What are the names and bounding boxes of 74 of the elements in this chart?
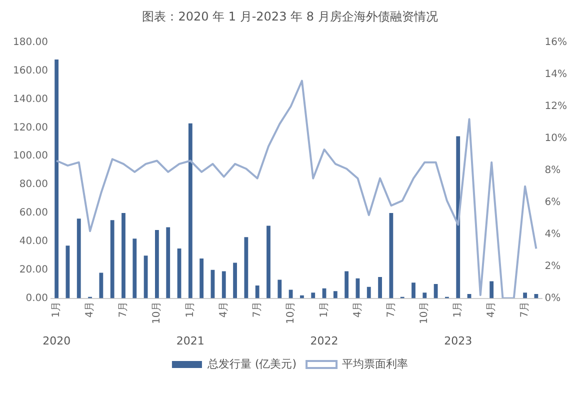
bar [456, 136, 460, 298]
y-tick-label: 120.00 [12, 122, 48, 134]
bar [278, 280, 282, 298]
x-tick-label: 4月 [486, 301, 498, 318]
text: 2022 [310, 334, 338, 348]
bar [255, 285, 260, 298]
y-tick-label: 180.00 [12, 36, 48, 48]
y-tick-label: 20.00 [19, 264, 48, 276]
y2-tick-label: 0% [544, 292, 561, 304]
bar [244, 237, 248, 298]
bar [66, 246, 70, 298]
x-tick-label: 10月 [152, 301, 163, 324]
bar [366, 286, 371, 298]
bar [155, 230, 159, 298]
bar [311, 292, 316, 298]
bar [288, 290, 293, 298]
y-tick-label: 160.00 [12, 65, 48, 76]
y2-tick-label: 6% [544, 196, 561, 208]
x-tick-label: 7月 [118, 301, 130, 318]
bar [389, 212, 394, 298]
x-tick-label: 10月 [285, 301, 296, 324]
bar [233, 262, 237, 298]
text: 2020 [42, 334, 71, 348]
x-tick-label: 4月 [352, 301, 364, 318]
bar [132, 238, 137, 298]
bar [200, 258, 204, 298]
x-tick-label: 4月 [218, 301, 230, 318]
x-tick-label: 1月 [318, 301, 330, 318]
bar [333, 291, 338, 298]
y-tick-label: 40.00 [19, 236, 48, 248]
bar [166, 227, 170, 298]
bar [378, 276, 382, 298]
bar [344, 271, 349, 298]
y2-tick-label: 14% [544, 68, 568, 80]
bar [188, 123, 192, 298]
bar [76, 218, 81, 298]
bar [300, 295, 304, 298]
y2-tick-label: 10% [544, 132, 568, 144]
bar [110, 220, 114, 298]
bar [54, 59, 59, 298]
bar [523, 292, 527, 298]
y2-tick-label: 2% [544, 260, 561, 272]
y2-tick-label: 4% [544, 228, 561, 240]
x-tick-label: 7月 [520, 301, 531, 318]
x-tick-label: 1月 [452, 301, 464, 318]
bar [122, 212, 126, 298]
bar [144, 256, 148, 298]
bar [434, 284, 438, 298]
y2-tick-label: 12% [544, 100, 568, 112]
y-tick-label: 0.00 [26, 292, 48, 304]
y-tick-label: 80.00 [19, 179, 48, 190]
y2-tick-label: 16% [544, 36, 568, 48]
x-tick-label: 4月 [84, 301, 96, 318]
y-tick-label: 100.00 [12, 150, 48, 162]
y-tick-label: 60.00 [19, 208, 48, 219]
bar [534, 294, 538, 298]
y2-tick-label: 8% [544, 164, 561, 176]
x-tick-label: 7月 [386, 301, 397, 318]
legend-label: 总发行量 (亿美元) [206, 357, 297, 370]
legend-label: 平均票面利率 [342, 357, 408, 370]
chart-title: 图表：2020 年 1 月-2023 年 8 月房企海外债融资情况 [142, 9, 438, 24]
y-tick-label: 140.00 [12, 94, 48, 105]
x-tick-label: 1月 [185, 301, 196, 318]
text: 2023 [444, 334, 472, 348]
bar [266, 226, 270, 298]
bar [222, 271, 226, 298]
x-tick-label: 7月 [252, 301, 263, 318]
x-tick-label: 1月 [51, 301, 62, 318]
bar [412, 282, 416, 298]
bar [99, 272, 104, 298]
bar [422, 292, 427, 298]
text: 2021 [176, 334, 204, 348]
bar [490, 281, 494, 298]
x-tick-label: 10月 [419, 301, 430, 324]
